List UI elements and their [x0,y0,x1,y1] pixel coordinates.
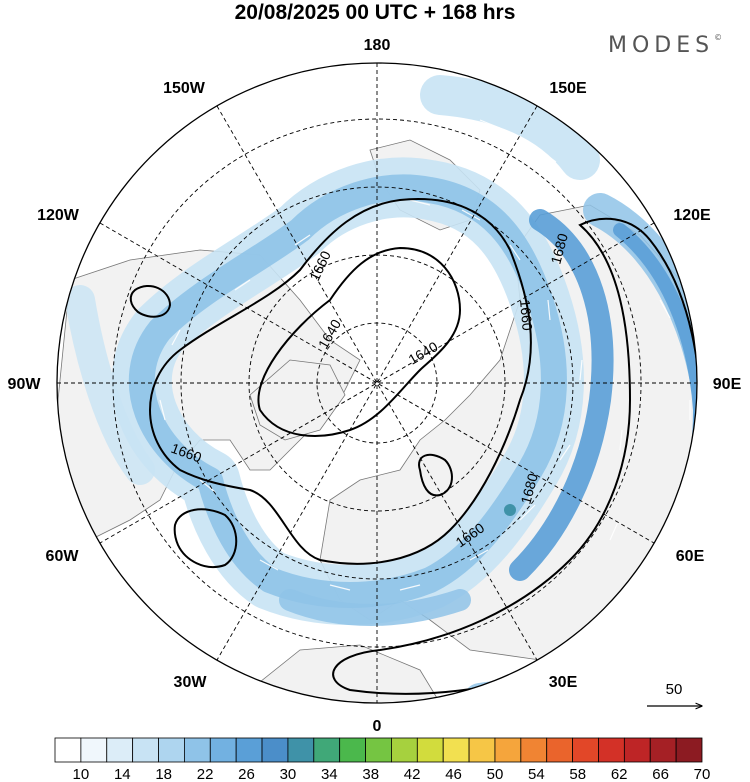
colorbar-tick-label: 14 [114,766,131,782]
colorbar-swatch [675,737,703,763]
colorbar-tick-label: 22 [197,766,214,782]
colorbar-swatch [132,737,159,763]
colorbar-swatch [520,737,548,763]
colorbar-swatch [468,737,496,763]
lon-label-90w: 90W [8,376,42,393]
colorbar-swatch [546,737,573,763]
colorbar-tick-label: 46 [445,766,462,782]
colorbar-tick-label: 18 [155,766,172,782]
lon-label-30w: 30W [174,674,208,691]
map-title: 20/08/2025 00 UTC + 168 hrs [234,1,516,24]
colorbar-swatch [54,737,82,763]
colorbar-swatch [313,737,341,763]
copyright-mark: © [714,33,723,42]
colorbar-tick-label: 38 [362,766,379,782]
colorbar-tick-label: 10 [73,766,90,782]
colorbar-tick-label: 70 [694,766,711,782]
colorbar-tick-label: 26 [238,766,255,782]
colorbar-swatch [649,737,677,763]
longitude-labels: 180 0 90W 90E 150W 120W 150E 120E 60W 30… [8,37,742,735]
colorbar-tick-label: 58 [569,766,586,782]
lon-label-120e: 120E [673,207,711,224]
lon-label-60e: 60E [676,548,705,565]
colorbar-tick-label: 30 [280,766,297,782]
lon-label-60w: 60W [46,548,80,565]
brand-logo: MODES© [608,33,722,58]
colorbar-swatch [80,737,108,763]
lon-label-150w: 150W [163,80,206,97]
colorbar-swatch [158,737,185,763]
lon-label-180: 180 [364,37,391,54]
colorbar-swatch [183,737,211,763]
colorbar-swatch [442,737,470,763]
colorbar-swatch [209,737,237,763]
colorbar-tick-label: 66 [652,766,669,782]
colorbar-swatch [365,737,392,763]
height-contours [129,198,697,695]
colorbar-swatch [391,737,418,763]
colorbar-swatch [494,737,522,763]
colorbar-tick-label: 50 [487,766,504,782]
colorbar-swatch [623,737,651,763]
colorbar-swatch [106,737,134,763]
colorbar-swatch [339,737,366,763]
colorbar-swatch [235,737,263,763]
colorbar-tick-label: 42 [404,766,421,782]
graticule [57,63,697,703]
colorbar-swatch [261,737,289,763]
colorbar-tick-label: 62 [611,766,628,782]
contour-label-layer: 1660 1640 1640 1660 1680 1660 1680 1660 [169,231,571,550]
colorbar-swatch [572,737,599,763]
lon-label-150e: 150E [549,80,587,97]
lon-label-30e: 30E [549,674,578,691]
brand-text: MODES [608,33,715,58]
colorbar-swatch [416,737,444,763]
contour-label: 1680 [547,231,571,265]
colorbar-swatch [598,737,625,763]
reference-vector-label: 50 [666,681,683,698]
colorbar: 10 14 18 22 26 30 34 38 42 46 50 54 58 62 66 70 [54,737,711,782]
map-border [56,62,698,704]
colorbar-tick-label: 34 [321,766,338,782]
reference-vector: 50 [647,681,702,706]
lon-label-120w: 120W [37,207,80,224]
lon-label-90e: 90E [713,376,742,393]
colorbar-tick-label: 54 [528,766,545,782]
colorbar-swatch [287,737,315,763]
contour-label: 1660 [517,299,536,332]
lon-label-0: 0 [373,718,382,735]
contour-label: 1680 [517,471,541,505]
